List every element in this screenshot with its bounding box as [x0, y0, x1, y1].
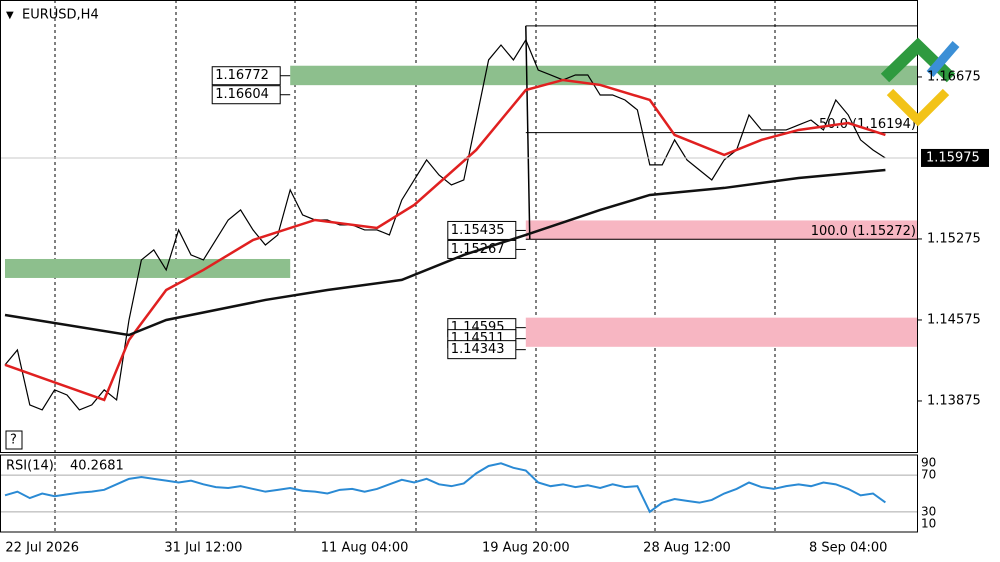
- zone: [525, 220, 918, 240]
- y-tick-label: 1.15275: [927, 231, 981, 246]
- x-tick-label: 22 Jul 2026: [5, 541, 79, 556]
- fib-label: 50.0 (1.16194): [819, 117, 916, 132]
- zone: [290, 65, 918, 86]
- fib-label: 100.0 (1.15272): [811, 224, 916, 239]
- x-tick-label: 28 Aug 12:00: [643, 541, 731, 556]
- plot-layer: 1.167721.166041.154351.152671.145951.145…: [0, 25, 918, 514]
- x-tick-label: 8 Sep 04:00: [809, 541, 888, 556]
- rsi-tick-label: 70: [921, 468, 936, 482]
- symbol-arrow: ▼: [6, 10, 14, 21]
- zone: [5, 258, 291, 278]
- x-tick-label: 11 Aug 04:00: [321, 541, 409, 556]
- rsi-value: 40.2681: [70, 459, 124, 474]
- level-label: 1.14343: [451, 342, 505, 357]
- current-price: 1.15975: [926, 150, 980, 165]
- level-label: 1.16604: [215, 87, 269, 102]
- price-line: [4, 38, 886, 411]
- x-tick-label: 31 Jul 12:00: [164, 541, 242, 556]
- y-tick-label: 1.13875: [927, 393, 981, 408]
- level-label: 1.15435: [451, 223, 505, 238]
- y-tick-label: 1.14575: [927, 312, 981, 327]
- moving-average: [4, 78, 886, 402]
- rsi-tick-label: 30: [921, 504, 936, 518]
- current-price-box: [921, 148, 989, 167]
- y-tick-label: 1.16675: [927, 69, 981, 84]
- level-label: 1.16772: [215, 68, 269, 83]
- zone: [525, 317, 918, 347]
- rsi-title: RSI(14): [6, 459, 54, 474]
- help-button[interactable]: [5, 430, 23, 450]
- logo: [880, 37, 960, 127]
- rsi-line: [4, 462, 886, 514]
- x-tick-label: 19 Aug 20:00: [482, 541, 570, 556]
- moving-average: [4, 168, 886, 337]
- help-icon: ?: [10, 433, 17, 448]
- rsi-tick-label: 10: [921, 517, 936, 531]
- price-pane-border: [0, 0, 918, 453]
- rsi-tick-label: 90: [921, 455, 936, 469]
- rsi-pane-border: [0, 454, 918, 533]
- symbol-label: EURUSD,H4: [22, 8, 99, 23]
